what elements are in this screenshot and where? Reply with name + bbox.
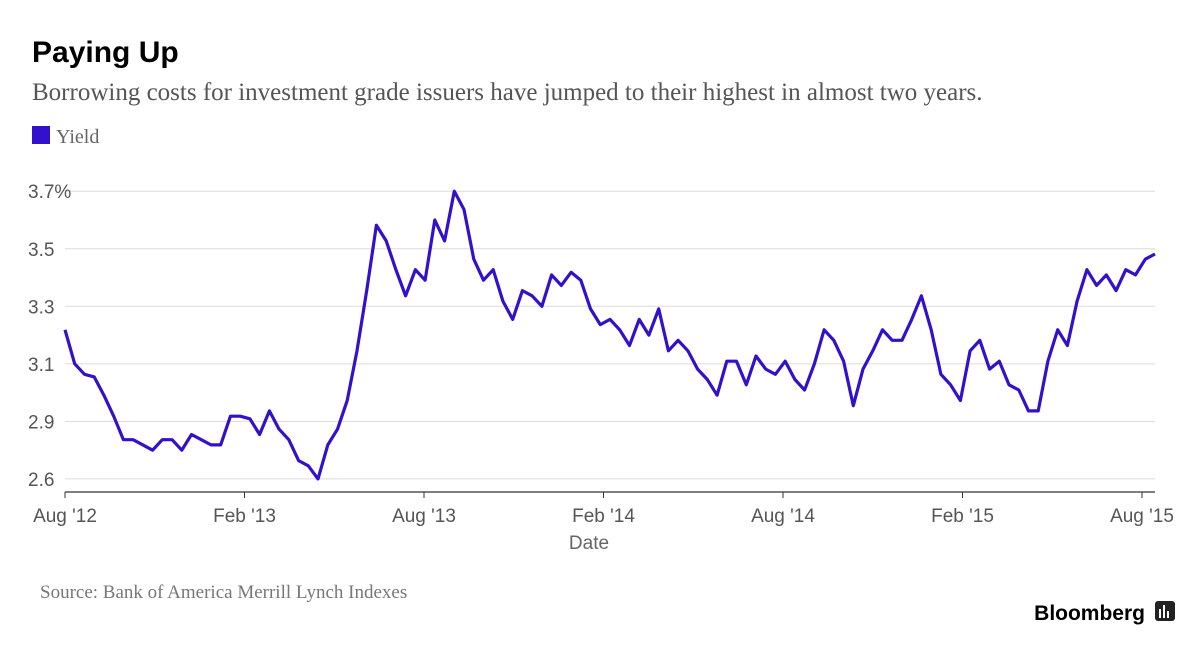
x-tick-label: Aug '14	[751, 506, 815, 527]
data-line	[63, 189, 1156, 481]
brand-icon-bar	[1159, 609, 1161, 618]
x-tick-label: Aug '13	[392, 506, 456, 527]
brand-icon	[1155, 601, 1175, 621]
x-tick-label: Aug '15	[1110, 506, 1174, 527]
legend-label: Yield	[56, 126, 99, 148]
y-tick-label: 3.7%	[28, 182, 71, 203]
y-tick-label: 3.1	[28, 355, 54, 376]
y-tick-label: 3.3	[28, 297, 54, 318]
chart-title: Paying Up	[32, 36, 179, 69]
x-tick-label: Feb '14	[572, 506, 635, 527]
x-tick-label: Feb '15	[931, 506, 994, 527]
brand: Bloomberg	[1034, 602, 1145, 625]
y-tick-label: 2.9	[28, 412, 54, 433]
brand-icon-bar	[1167, 611, 1169, 618]
y-tick-label: 3.5	[28, 240, 54, 261]
x-tick-label: Aug '12	[33, 506, 97, 527]
source-note: Source: Bank of America Merrill Lynch In…	[40, 582, 407, 603]
legend: Yield	[32, 126, 99, 148]
chart-subtitle: Borrowing costs for investment grade iss…	[32, 79, 983, 106]
legend-swatch	[32, 126, 50, 144]
brand-icon-bar	[1163, 605, 1165, 618]
x-tick-label: Feb '13	[213, 506, 276, 527]
x-axis-label: Date	[569, 533, 609, 554]
y-tick-label: 2.6	[28, 470, 54, 491]
